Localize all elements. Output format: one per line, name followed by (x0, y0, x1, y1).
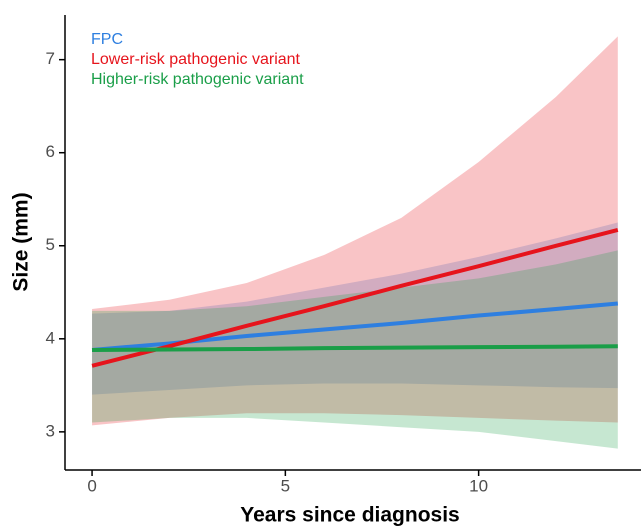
y-axis-title: Size (mm) (10, 192, 33, 291)
x-tick-label: 0 (87, 476, 96, 495)
y-tick-label: 6 (46, 142, 55, 161)
x-axis-title: Years since diagnosis (240, 504, 459, 527)
lines (91, 228, 619, 368)
legend-label: Lower-risk pathogenic variant (91, 51, 301, 68)
series-line (92, 344, 618, 352)
y-tick-label: 3 (46, 421, 55, 440)
confidence-band (92, 36, 618, 426)
y-tick-label: 7 (46, 49, 55, 68)
y-tick-label: 5 (46, 235, 55, 254)
series-line (91, 228, 619, 368)
bands (92, 36, 618, 449)
legend-label: FPC (91, 31, 123, 48)
x-tick-label: 5 (281, 476, 290, 495)
y-tick-label: 4 (46, 328, 55, 347)
legend-label: Higher-risk pathogenic variant (91, 71, 304, 88)
x-tick-label: 10 (469, 476, 488, 495)
